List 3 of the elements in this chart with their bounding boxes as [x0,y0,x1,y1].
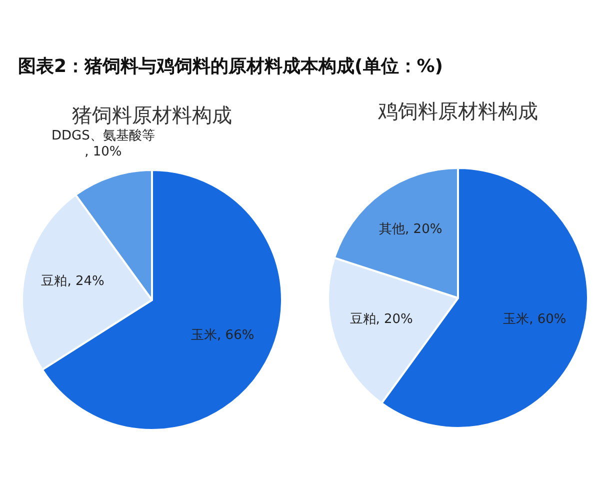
title: 图表2：猪饲料与鸡饲料的原材料成本构成(单位：%) [18,56,444,77]
title: 鸡饲料原材料构成 [378,99,538,123]
subtitle: 猪饲料原材料构成 [72,103,232,127]
